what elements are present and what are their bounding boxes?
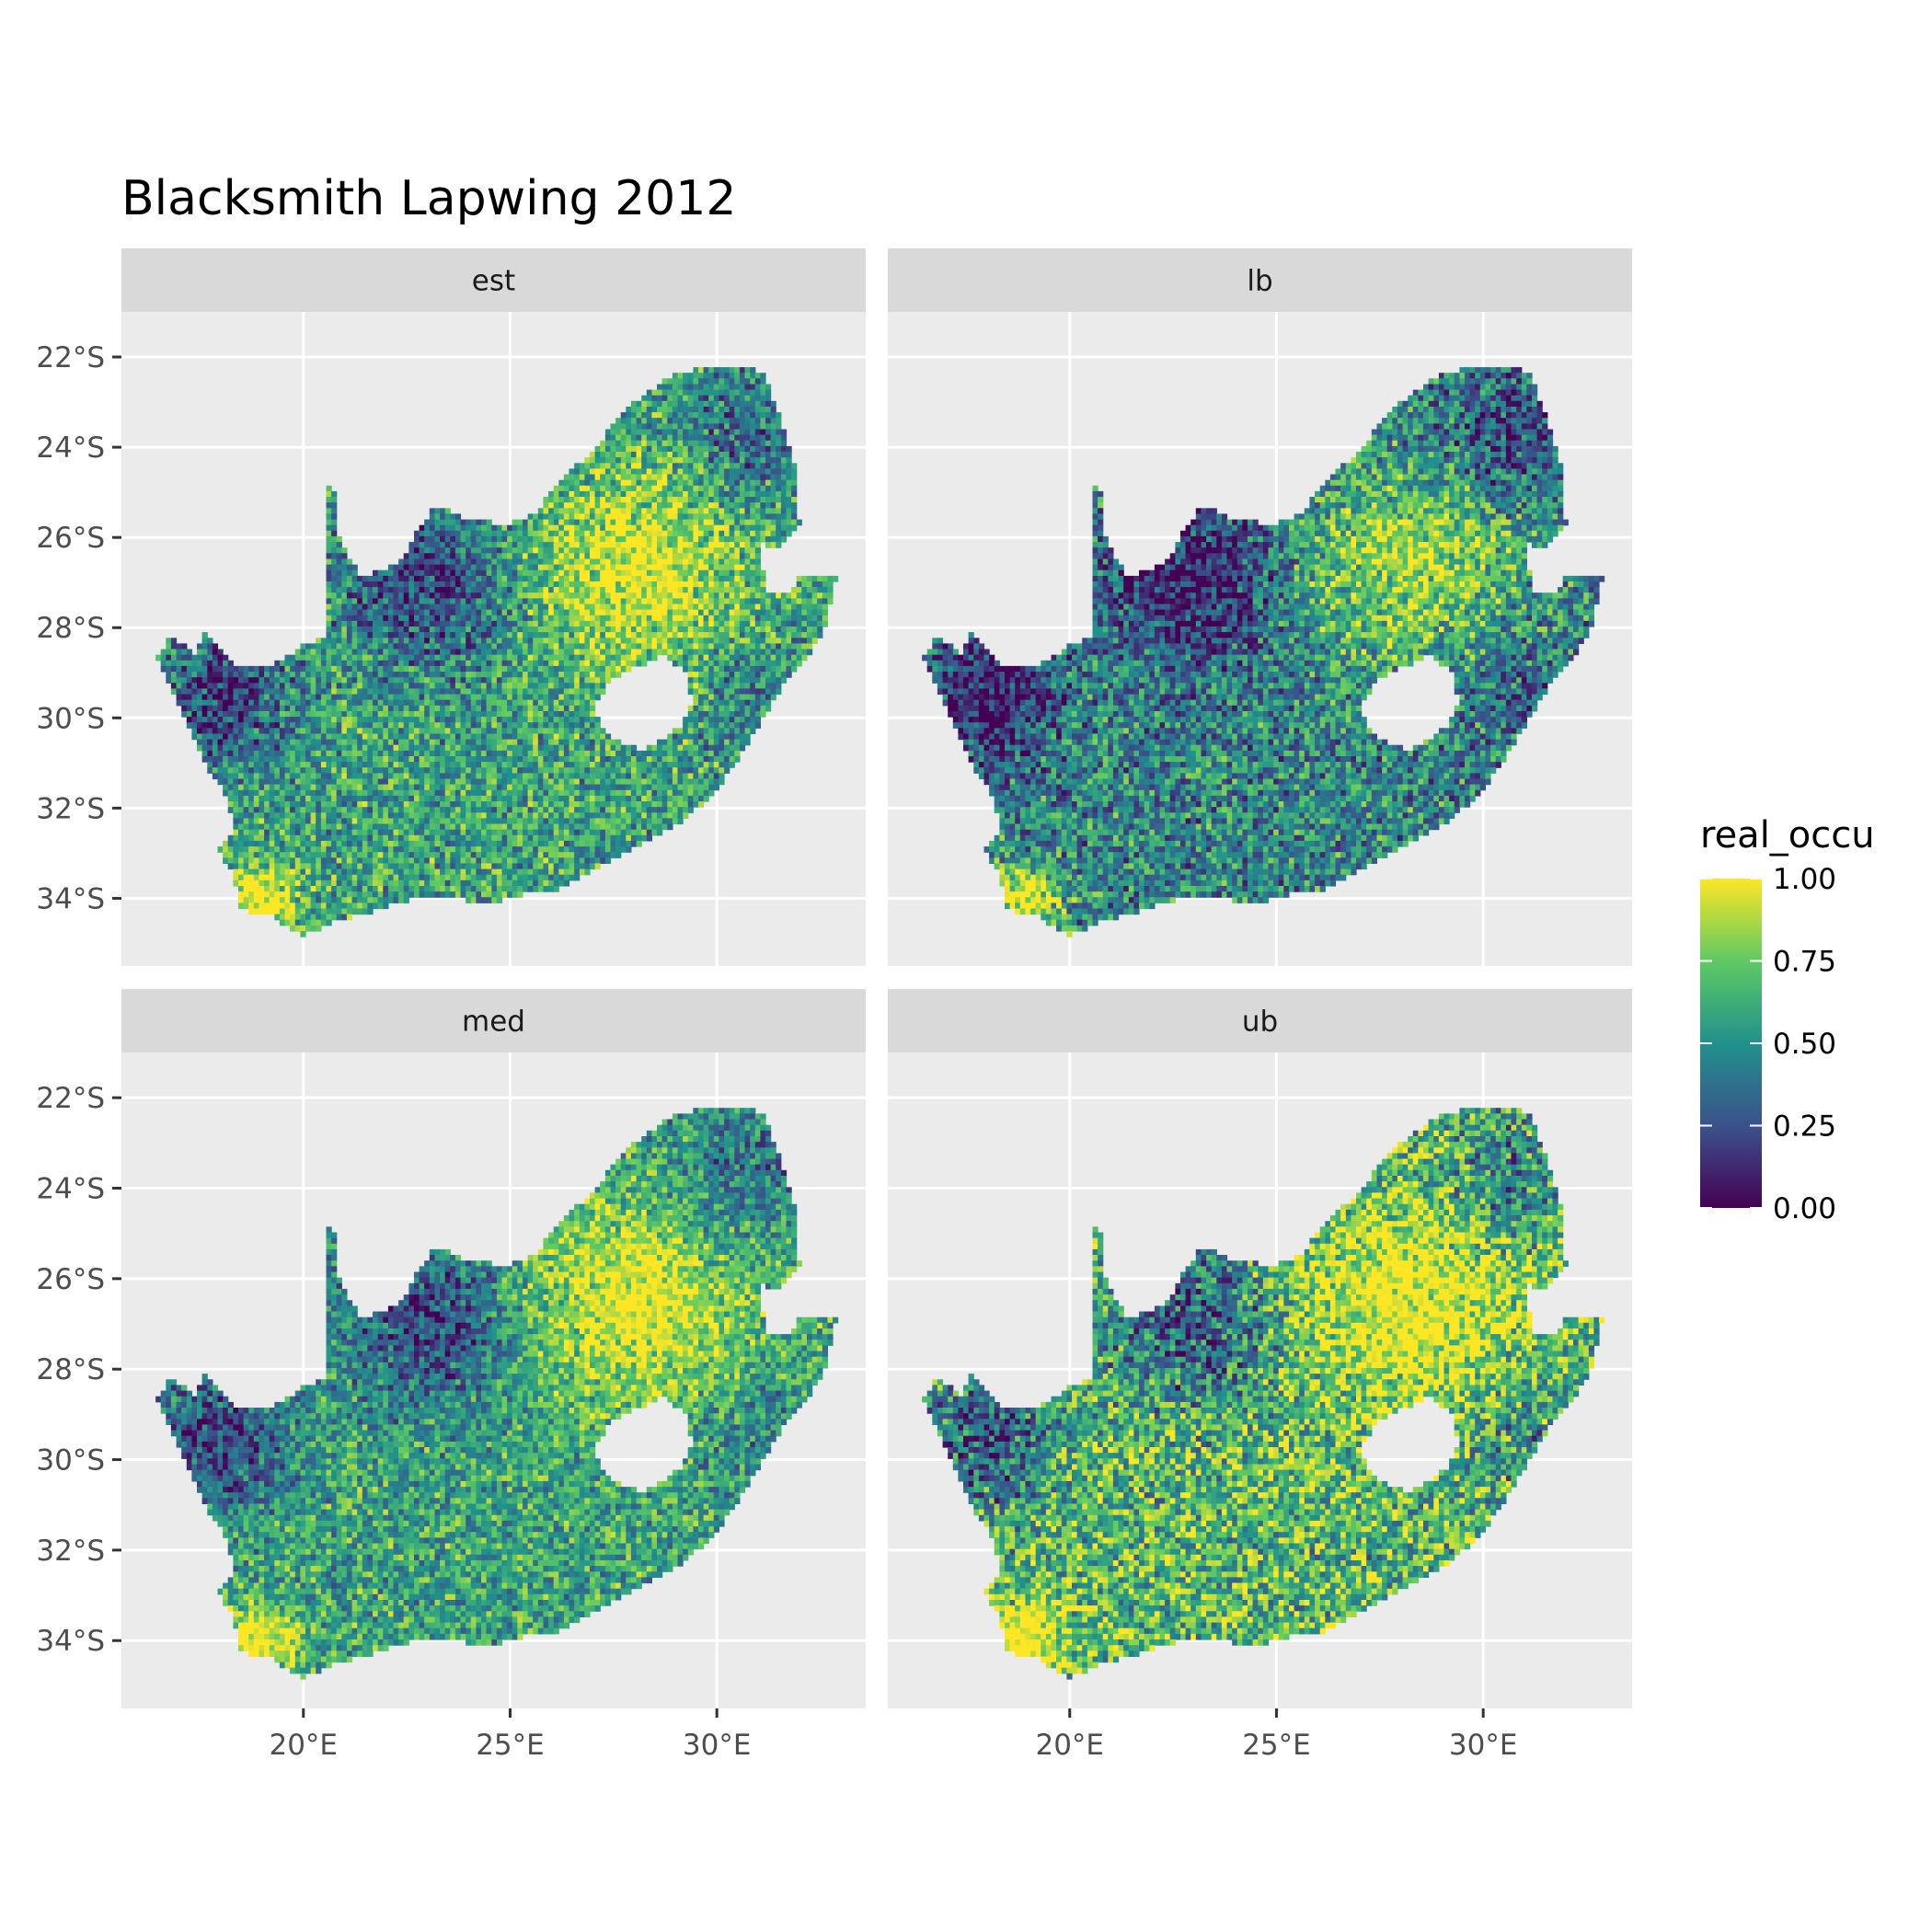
y-tick-label: 26°S — [36, 522, 105, 555]
x-tick-label: 20°E — [1035, 1729, 1104, 1762]
y-tick-label: 26°S — [36, 1263, 105, 1296]
y-tick-label: 32°S — [36, 1535, 105, 1568]
facet-panels: est lb med ub — [121, 248, 1632, 1708]
colorbar-label: 0.50 — [1773, 1028, 1836, 1061]
facet-strip-label: est — [472, 265, 515, 298]
facet-panel-lb: lb — [888, 248, 1632, 966]
legend-title: real_occu — [1700, 814, 1875, 857]
facet-panel-est: est — [121, 248, 866, 966]
facet-panel-med: med — [121, 989, 866, 1708]
plot-title: Blacksmith Lapwing 2012 — [121, 171, 736, 226]
y-tick-label: 28°S — [36, 1353, 105, 1386]
colorbar-label: 0.75 — [1773, 946, 1836, 979]
y-tick-label: 24°S — [36, 431, 105, 465]
x-tick-label: 25°E — [476, 1729, 545, 1762]
y-tick-label: 32°S — [36, 792, 105, 825]
colorbar-label: 1.00 — [1773, 863, 1836, 896]
facet-panel-ub: ub — [888, 989, 1632, 1708]
y-tick-label: 34°S — [36, 1625, 105, 1658]
y-tick-label: 34°S — [36, 882, 105, 915]
y-tick-label: 30°S — [36, 702, 105, 735]
x-tick-label: 30°E — [683, 1729, 752, 1762]
facet-strip-label: med — [462, 1006, 525, 1039]
y-tick-label: 22°S — [36, 1082, 105, 1115]
colorbar-label: 0.00 — [1773, 1192, 1836, 1225]
colorbar-label: 0.25 — [1773, 1110, 1836, 1144]
legend: 1.00 0.75 0.50 0.25 0.00 — [1700, 863, 1836, 1225]
y-tick-label: 24°S — [36, 1173, 105, 1206]
y-tick-label: 22°S — [36, 341, 105, 374]
x-tick-label: 30°E — [1449, 1729, 1518, 1762]
y-tick-label: 28°S — [36, 612, 105, 645]
x-tick-label: 25°E — [1242, 1729, 1311, 1762]
facet-strip-label: lb — [1247, 265, 1272, 298]
y-tick-label: 30°S — [36, 1444, 105, 1478]
facet-strip-label: ub — [1242, 1006, 1278, 1039]
x-tick-label: 20°E — [269, 1729, 338, 1762]
